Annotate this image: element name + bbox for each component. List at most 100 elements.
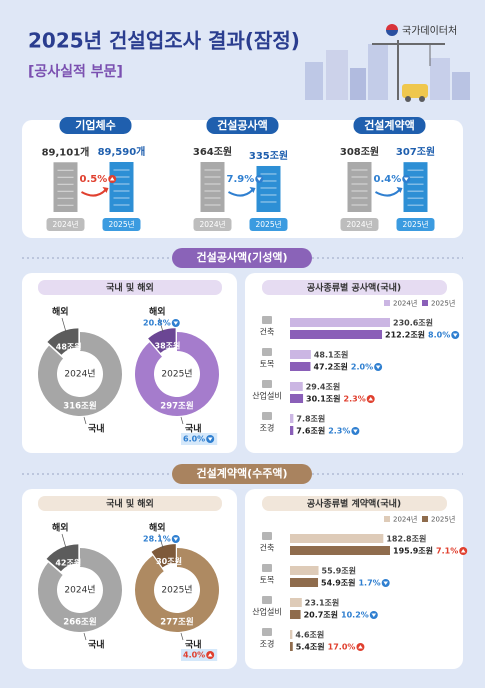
donut-label: 국내 <box>88 639 105 651</box>
year-pill <box>340 218 379 231</box>
category-label: 토목 <box>260 360 275 369</box>
donut-slice <box>134 332 219 417</box>
donut-value: 277조원 <box>160 617 194 628</box>
change-label: 0.4% <box>374 174 402 185</box>
bar-value: 29.4조원 <box>306 382 340 392</box>
legend-label: 2025년 <box>431 299 455 308</box>
leader <box>180 416 184 425</box>
change-label: 6.0% <box>183 435 205 444</box>
summary-value: 308조원 <box>340 145 379 158</box>
bar-value: 20.7조원 <box>304 610 338 620</box>
bar <box>290 426 294 435</box>
donut-year: 2024년 <box>64 369 95 380</box>
leader <box>61 533 67 549</box>
leader <box>61 317 67 333</box>
change-label: 7.1% <box>436 547 458 556</box>
change-label: 17.0% <box>328 643 356 652</box>
panel-title: 공사종류별 공사액(국내) <box>307 282 401 294</box>
legend-swatch <box>422 516 428 522</box>
category-icon <box>262 412 272 420</box>
bar <box>290 414 294 423</box>
panel-tab <box>262 280 447 295</box>
year-label: 2024년 <box>53 219 79 229</box>
donut-value: 297조원 <box>160 401 194 412</box>
section-title: 건설계약액(수주액) <box>196 466 287 480</box>
bar <box>290 394 304 403</box>
tab <box>206 117 279 134</box>
bar <box>290 642 293 651</box>
donut-slice <box>46 544 79 572</box>
donut-slice <box>37 548 122 633</box>
legend-swatch <box>422 300 428 306</box>
tab-title: 건설계약액 <box>364 118 415 132</box>
change-icon-arrow <box>207 437 213 441</box>
leader <box>180 632 184 641</box>
donut-value: 48조원 <box>56 341 82 351</box>
leader <box>158 317 164 333</box>
tab <box>59 117 132 134</box>
bar-value: 7.8조원 <box>296 414 325 424</box>
donut-value: 266조원 <box>63 617 97 628</box>
change-label: 4.0% <box>183 651 205 660</box>
change-label: 0.5% <box>80 174 108 185</box>
panel-tab <box>38 496 222 511</box>
donut-year: 2025년 <box>161 369 192 380</box>
section-tab <box>172 248 312 268</box>
bar <box>290 546 390 555</box>
category-icon <box>262 380 272 388</box>
change-arrow <box>375 189 401 197</box>
change-label: 20.8% <box>143 319 171 328</box>
category-label: 건축 <box>260 327 275 337</box>
year-label: 2024년 <box>347 219 373 229</box>
bar-value: 47.2조원 <box>313 362 347 372</box>
donut-label: 해외 <box>149 522 166 534</box>
donut-label: 해외 <box>52 306 69 318</box>
change-label: 8.0% <box>428 331 450 340</box>
panel-title: 국내 및 해외 <box>106 498 154 510</box>
donut-label: 해외 <box>149 306 166 318</box>
category-icon <box>262 596 272 604</box>
change-arrowhead <box>396 187 403 193</box>
bar-value: 54.9조원 <box>321 578 355 588</box>
donut-value: 38조원 <box>155 341 181 351</box>
change-arrow <box>81 189 107 197</box>
bar <box>290 318 390 327</box>
change-arrowhead <box>102 187 109 193</box>
change-icon-arrow <box>368 397 374 401</box>
summary-bar <box>403 162 428 212</box>
category-icon <box>262 628 272 636</box>
change-icon-arrow <box>173 537 179 541</box>
year-pill <box>396 218 435 231</box>
bar <box>290 330 383 339</box>
bar-value: 4.6조원 <box>295 630 324 640</box>
bar-value: 182.8조원 <box>386 534 426 544</box>
bar-value: 212.2조원 <box>385 330 425 340</box>
tab-title: 기업체수 <box>75 118 115 132</box>
bar <box>290 598 302 607</box>
leader <box>83 416 87 425</box>
category-label: 건축 <box>260 543 275 553</box>
category-icon <box>262 564 272 572</box>
panel-title: 공사종류별 계약액(국내) <box>307 498 401 510</box>
donut-label: 국내 <box>185 639 202 651</box>
summary-value: 307조원 <box>396 145 435 158</box>
change-icon-arrow <box>109 177 115 181</box>
agency-name: 국가데이터처 <box>402 25 457 37</box>
year-pill <box>102 218 141 231</box>
panel-title: 국내 및 해외 <box>106 282 154 294</box>
change-arrow <box>228 189 254 197</box>
donut-value: 30조원 <box>156 556 182 566</box>
legend-swatch <box>384 516 390 522</box>
subtitle: [공사실적 부문] <box>28 63 123 80</box>
year-pill <box>249 218 288 231</box>
legend-swatch <box>384 300 390 306</box>
category-label: 조경 <box>260 639 275 649</box>
section-tab <box>172 464 312 484</box>
change-label: 2.0% <box>351 363 373 372</box>
year-pill <box>193 218 232 231</box>
change-icon-arrow <box>358 645 363 649</box>
summary-value: 364조원 <box>193 145 232 158</box>
donut-slice <box>148 328 176 353</box>
change-icon-arrow <box>403 177 409 181</box>
